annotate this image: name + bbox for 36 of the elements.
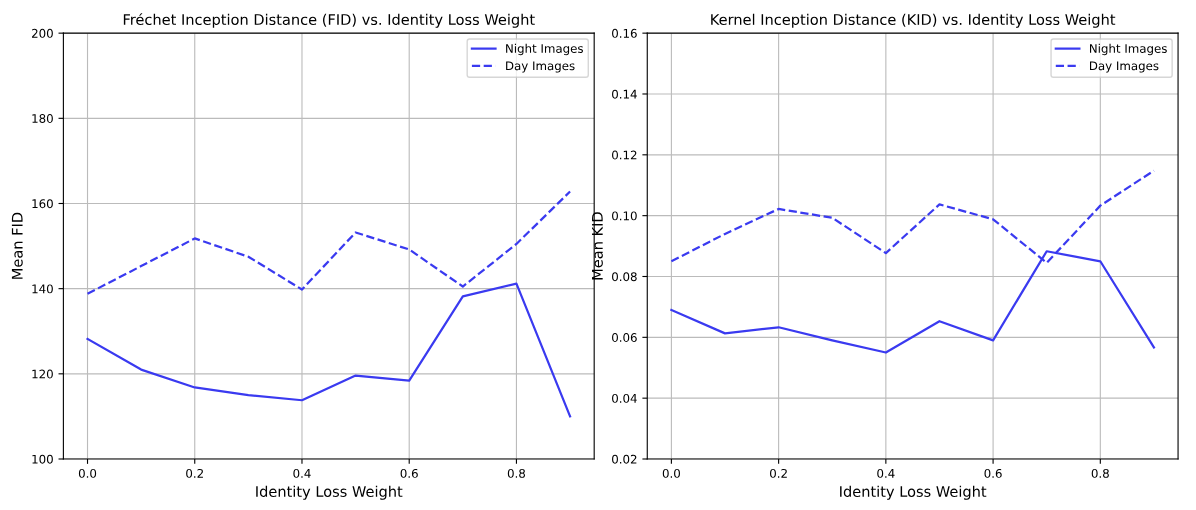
x-tick-label: 0.2 [186, 468, 203, 478]
legend-label: Night Images [1090, 43, 1167, 56]
y-tick-label: 100 [32, 454, 53, 464]
y-tick-label: 0.16 [612, 28, 637, 38]
x-tick-label: 0.4 [877, 468, 895, 478]
y-tick-label: 0.04 [612, 393, 637, 403]
x-tick-label: 0.6 [984, 468, 1002, 478]
y-tick-label: 160 [32, 199, 53, 209]
legend-label: Day Images [506, 61, 575, 73]
y-tick-label: 0.08 [612, 272, 637, 282]
y-tick-label: 0.12 [612, 150, 637, 160]
y-tick-label: 140 [32, 284, 53, 294]
chart-title: Fréchet Inception Distance (FID) vs. Identity Loss Weight [123, 13, 535, 28]
y-tick-label: 120 [32, 369, 53, 379]
y-axis-title: Mean FID [11, 212, 23, 279]
y-tick-label: 0.02 [612, 454, 637, 464]
chart-title: Kernel Inception Distance (KID) vs. Identity Loss Weight [711, 13, 1116, 28]
x-tick-label: 0.8 [507, 468, 526, 478]
y-tick-label: 200 [32, 28, 53, 38]
line-series [86, 190, 572, 295]
y-tick-label: 0.06 [612, 333, 637, 342]
legend-label: Day Images [1090, 61, 1159, 73]
y-tick-label: 0.14 [612, 89, 637, 99]
x-tick-label: 0.2 [770, 468, 787, 478]
y-axis-title: Mean KID [592, 212, 603, 280]
x-axis-title: Identity Loss Weight [256, 485, 403, 500]
x-tick-label: 0.8 [1091, 468, 1109, 478]
x-tick-label: 0.4 [293, 468, 311, 478]
y-tick-label: 0.10 [612, 211, 637, 221]
y-tick-label: 180 [32, 114, 53, 123]
legend-label: Night Images [506, 43, 583, 56]
x-tick-label: 0.6 [400, 468, 418, 478]
line-series [86, 282, 572, 418]
x-tick-label: 0.0 [78, 468, 97, 478]
x-tick-label: 0.0 [662, 468, 680, 478]
x-axis-title: Identity Loss Weight [840, 485, 987, 500]
